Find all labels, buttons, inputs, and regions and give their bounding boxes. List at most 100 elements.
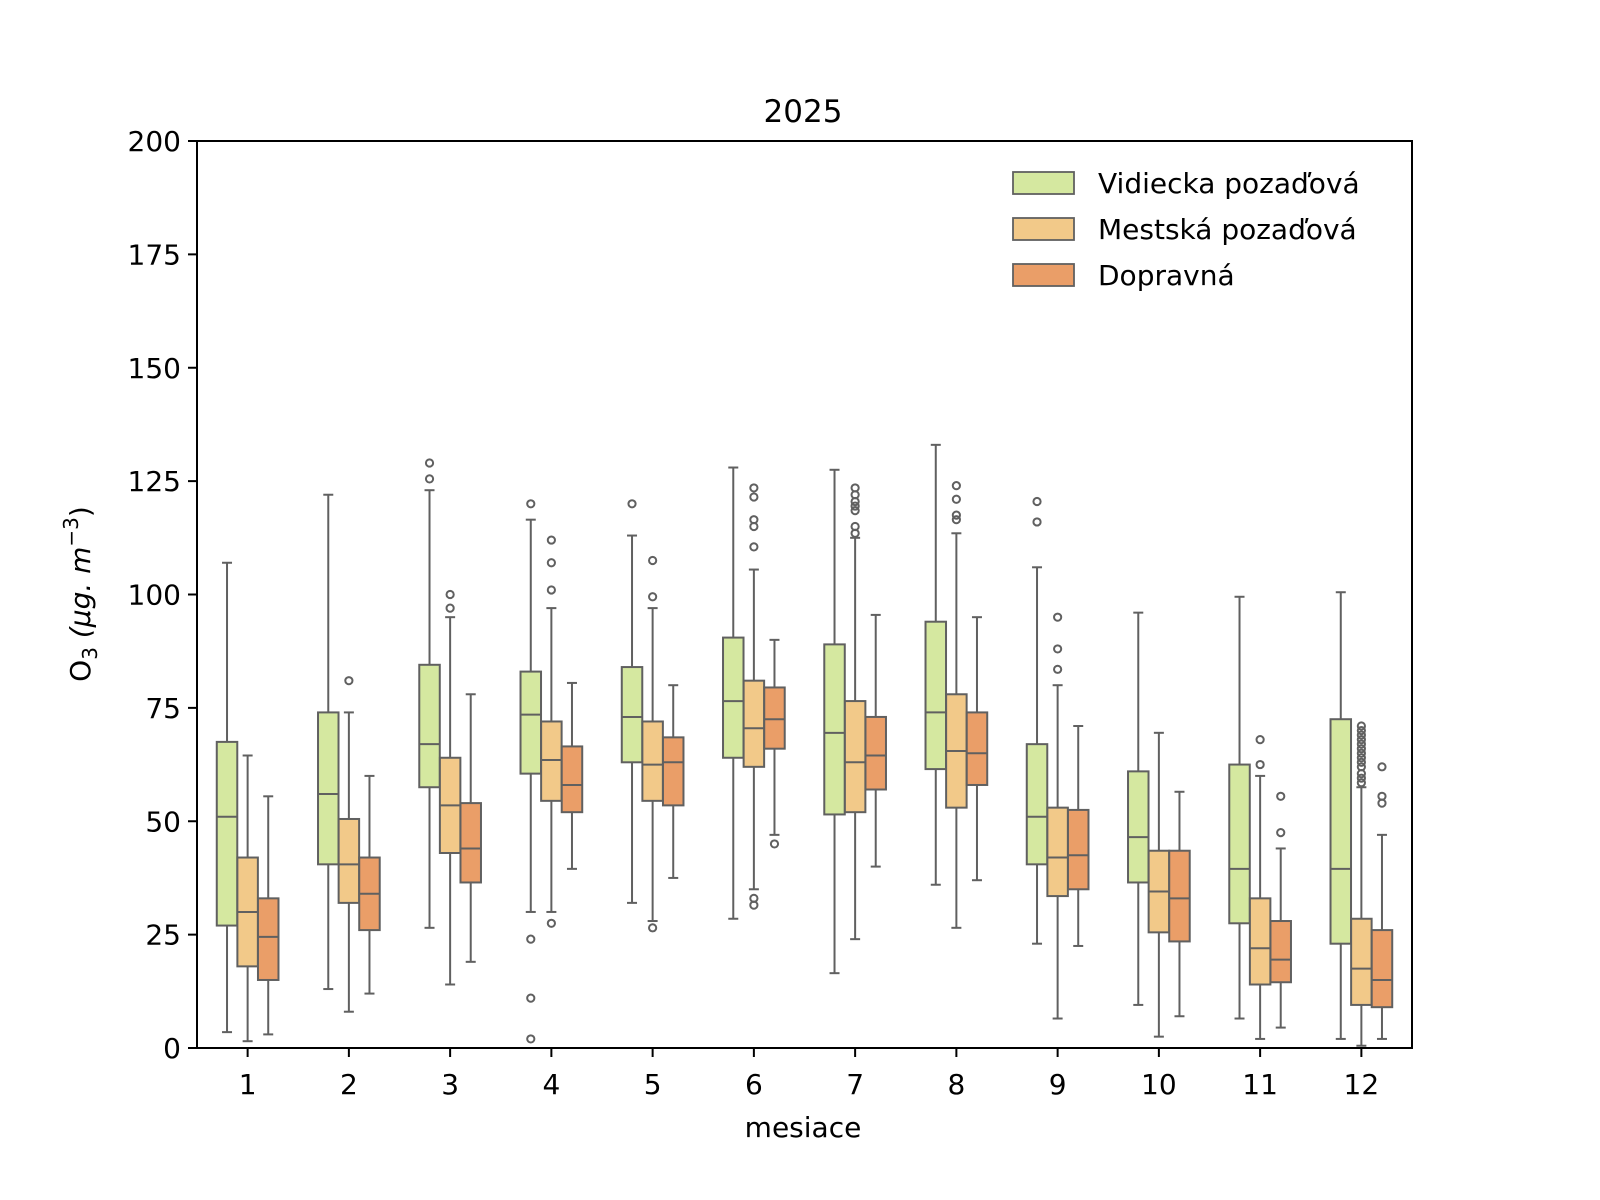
box-iqr — [317, 711, 340, 866]
y-axis-ticks: 0 25 50 75 100 125 150 175 200 — [128, 125, 197, 1065]
box-month-2-series-3 — [358, 774, 381, 995]
plot-frame — [196, 140, 1413, 1049]
box-iqr — [641, 720, 664, 802]
box-iqr — [864, 715, 887, 791]
outlier-point — [749, 515, 759, 525]
box-month-5-series-2 — [641, 555, 664, 933]
outlier-point — [769, 839, 780, 849]
outlier-point — [526, 1034, 536, 1044]
box-iqr — [965, 711, 989, 786]
box-month-6-series-2 — [742, 483, 766, 910]
legend-label-mestska: Mestská pozaďová — [1098, 213, 1357, 246]
x-tick-label: 8 — [947, 1068, 965, 1101]
box-iqr — [661, 736, 685, 807]
outlier-point — [1053, 644, 1063, 654]
outlier-point — [1053, 664, 1063, 674]
outlier-point — [1356, 739, 1366, 749]
box-iqr — [1228, 763, 1251, 925]
box-iqr — [823, 643, 846, 816]
outlier-point — [1356, 748, 1366, 758]
box-month-9-series-2 — [1046, 612, 1069, 1020]
outlier-point — [850, 501, 860, 511]
box-iqr — [620, 666, 644, 764]
box-iqr — [1329, 718, 1353, 945]
box-iqr — [540, 720, 563, 802]
outlier-point — [1356, 744, 1366, 754]
x-tick-label: 12 — [1344, 1068, 1380, 1101]
box-iqr — [1370, 929, 1394, 1009]
outlier-point — [1356, 757, 1366, 767]
outlier-point — [445, 603, 455, 613]
legend-swatch-mestska — [1012, 217, 1075, 241]
y-tick-label: 150 — [128, 352, 181, 385]
outlier-point — [951, 510, 961, 520]
outlier-point — [1356, 730, 1366, 740]
y-tick-label: 0 — [163, 1032, 181, 1065]
box-month-11-series-3 — [1269, 791, 1292, 1029]
outlier-point — [526, 934, 536, 944]
outlier-point — [445, 589, 455, 600]
box-month-5-series-1 — [620, 499, 644, 904]
box-iqr — [519, 670, 543, 775]
outlier-point — [424, 458, 435, 468]
box-month-8-series-3 — [965, 616, 989, 882]
x-tick-label: 5 — [644, 1068, 662, 1101]
outlier-point — [951, 494, 961, 504]
y-axis-label-sub: 3 — [78, 647, 102, 660]
box-month-5-series-3 — [661, 684, 685, 879]
outlier-point — [424, 474, 435, 484]
y-tick-label: 200 — [128, 125, 181, 158]
box-iqr — [1127, 770, 1150, 884]
outlier-point — [749, 542, 759, 552]
outlier-point — [546, 535, 556, 545]
box-month-12-series-2 — [1350, 721, 1373, 1047]
box-month-2-series-1 — [317, 493, 340, 991]
box-month-11-series-2 — [1248, 735, 1272, 1040]
legend-label-vidiecka: Vidiecka pozaďová — [1098, 167, 1360, 200]
box-month-12-series-1 — [1329, 591, 1353, 1040]
box-month-7-series-3 — [864, 613, 887, 868]
outlier-point — [749, 492, 759, 502]
legend-label-dopravna: Dopravná — [1098, 259, 1235, 292]
box-iqr — [742, 679, 766, 768]
outlier-point — [1276, 791, 1286, 801]
box-month-4-series-1 — [519, 499, 543, 1044]
y-tick-label: 25 — [145, 919, 181, 952]
outlier-point — [546, 558, 556, 568]
outlier-point — [1356, 725, 1366, 736]
box-iqr — [1269, 920, 1292, 984]
outlier-point — [749, 893, 759, 903]
box-month-10-series-3 — [1168, 790, 1191, 1018]
outlier-point — [648, 592, 658, 602]
x-axis-label: mesiace — [745, 1111, 862, 1144]
box-iqr — [337, 817, 361, 904]
box-month-7-series-1 — [823, 468, 846, 975]
box-month-2-series-2 — [337, 676, 361, 1013]
outlier-point — [1032, 496, 1042, 507]
legend: Vidiecka pozaďová Mestská pozaďová Dopra… — [1012, 167, 1360, 292]
box-iqr — [924, 620, 948, 771]
box-iqr — [1168, 849, 1191, 943]
outlier-point — [627, 499, 637, 509]
box-iqr — [215, 740, 239, 927]
box-iqr — [256, 897, 280, 981]
outlier-point — [648, 555, 658, 566]
box-iqr — [1248, 897, 1272, 986]
outlier-point — [1356, 735, 1366, 745]
box-month-6-series-1 — [722, 466, 745, 920]
box-month-3-series-2 — [438, 589, 462, 986]
outlier-point — [526, 499, 536, 509]
box-month-9-series-1 — [1025, 496, 1049, 945]
y-axis-label-unit: (μg. m — [64, 547, 97, 648]
outlier-point — [1377, 762, 1387, 772]
box-iqr — [843, 700, 867, 814]
y-tick-label: 100 — [128, 579, 181, 612]
outlier-point — [1356, 773, 1366, 783]
outlier-point — [1255, 735, 1265, 745]
outlier-point — [1053, 612, 1063, 622]
outlier-point — [1356, 762, 1366, 772]
plot-area — [215, 443, 1394, 1047]
box-month-3-series-1 — [418, 458, 441, 929]
y-tick-label: 50 — [145, 805, 181, 838]
